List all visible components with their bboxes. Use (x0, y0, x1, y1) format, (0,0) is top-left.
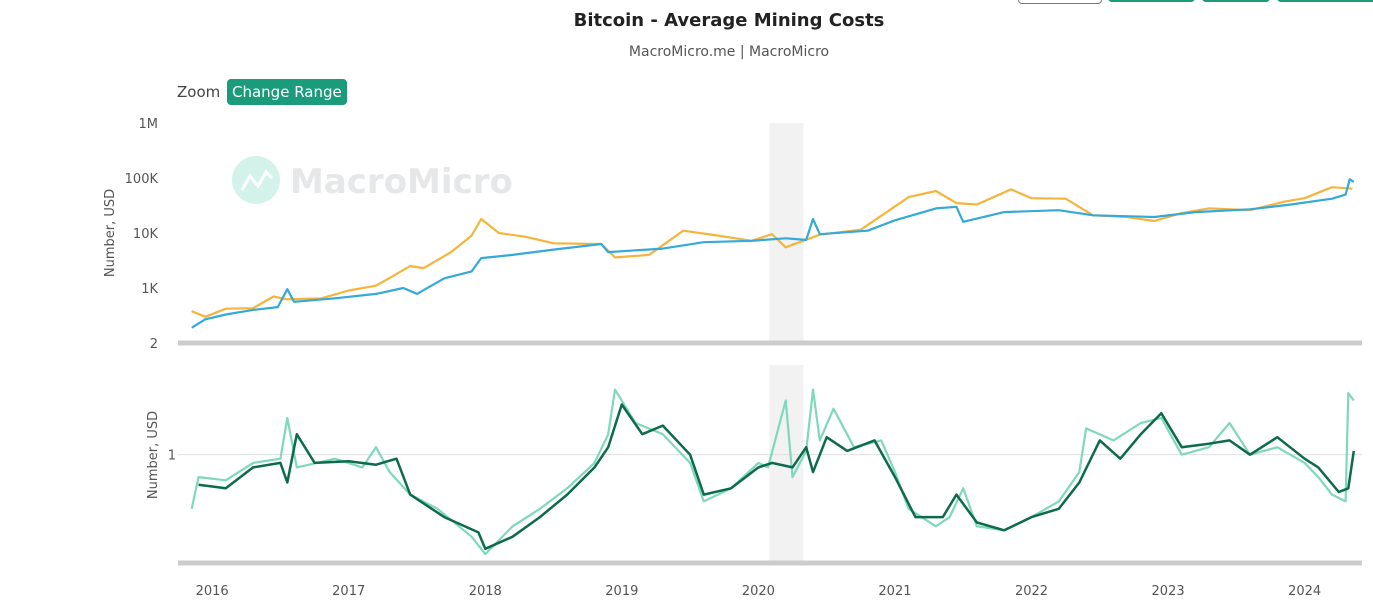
x-tick-label: 2018 (469, 584, 502, 599)
x-tick-label: 2023 (1152, 584, 1185, 599)
y-tick-label: 100K (125, 172, 159, 187)
zoom-label: Zoom (177, 83, 221, 101)
series-line-ratio_smooth (198, 403, 1356, 551)
x-tick-label: 2024 (1288, 584, 1321, 599)
chart-subtitle: MacroMicro.me | MacroMicro (628, 44, 830, 60)
watermark-text: MacroMicro (290, 162, 513, 202)
y-axis-title-top: Number, USD (103, 189, 118, 277)
toolbar-button-1[interactable] (1108, 0, 1195, 2)
x-tick-label: 2022 (1015, 584, 1048, 599)
x-tick-label: 2017 (332, 584, 365, 599)
toolbar-button-2[interactable] (1202, 0, 1270, 2)
y-tick-label: 2 (150, 337, 158, 352)
chart-title: Bitcoin - Average Mining Costs (573, 10, 885, 31)
x-tick-label: 2019 (605, 584, 638, 599)
x-tick-label: 2021 (878, 584, 911, 599)
y-axis-title-bottom: Number, USD (146, 411, 161, 499)
toolbar-button-3[interactable] (1277, 0, 1373, 2)
series-line-cost (191, 178, 1355, 329)
y-tick-label: 1 (168, 449, 176, 464)
y-tick-label: 1K (141, 282, 158, 297)
x-tick-label: 2020 (742, 584, 775, 599)
x-tick-label: 2016 (196, 584, 229, 599)
change-range-button[interactable]: Change Range (227, 79, 347, 105)
watermark-logo: MacroMicro (232, 156, 513, 204)
y-tick-label: 1M (139, 117, 159, 132)
y-tick-label: 10K (133, 227, 159, 242)
shaded-period-band (769, 123, 804, 343)
